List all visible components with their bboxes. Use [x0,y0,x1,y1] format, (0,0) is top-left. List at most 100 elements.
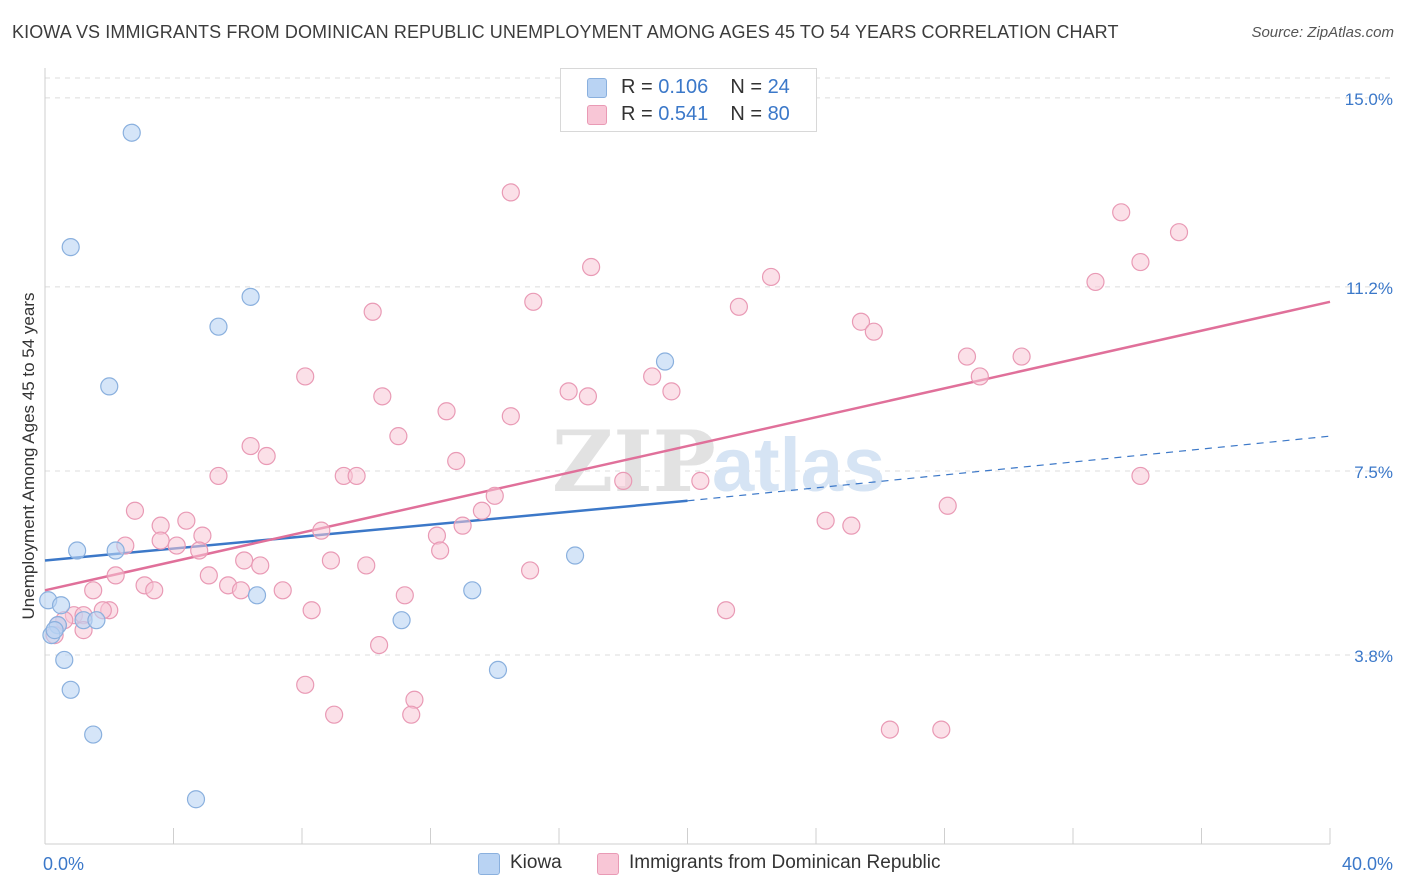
dominican-point [880,720,899,739]
dominican-point [427,526,447,545]
dominican-point [520,561,540,580]
dominican-point [938,496,957,515]
legend-n-label: N = [730,103,768,125]
kiowa-point [68,541,87,560]
dominican-point [559,382,578,401]
kiowa-point [61,680,80,699]
dominican-point [251,556,270,575]
dominican-point [614,471,633,490]
dominican-point [851,312,871,331]
kiowa-point [565,546,585,565]
kiowa-point [51,596,71,615]
kiowa-point [45,621,64,640]
kiowa-point [122,123,141,142]
dominican-point [402,705,421,724]
dominican-point [257,446,276,466]
correlation-legend: R = 0.106 N = 24 R = 0.541 N = 80 [560,68,817,132]
dominican-point [1131,466,1150,486]
dominican-point [347,466,366,486]
legend-swatch-dominican [587,105,607,125]
dominican-point [761,267,781,287]
dominican-point [453,516,472,535]
dominican-point [643,367,662,386]
kiowa-point [488,660,508,680]
dominican-point [296,367,315,386]
dominican-point [716,601,736,620]
y-tick-label: 15.0% [1345,90,1393,109]
dominican-point [1131,252,1150,272]
dominican-point [437,402,456,421]
y-tick-label: 11.2% [1346,279,1393,298]
dominican-point [84,581,103,600]
dominican-point [957,347,977,366]
dominican-point [145,581,164,600]
kiowa-point [55,650,74,670]
bottom-legend-label-dominican: Immigrants from Dominican Republic [629,852,941,873]
kiowa-point [186,790,206,809]
dominican-point [321,551,341,570]
dominican-point [389,427,408,446]
dominican-point [241,436,260,456]
kiowa-trend-line-extension [687,435,1331,502]
dominican-point [273,581,292,600]
dominican-point [472,501,491,520]
dominican-point [1112,203,1131,222]
dominican-point [209,466,228,486]
dominican-point [190,541,209,560]
watermark-atlas: atlas [712,423,885,508]
dominican-point [816,511,835,530]
bottom-legend-swatch-kiowa [478,853,500,875]
chart-title: KIOWA VS IMMIGRANTS FROM DOMINICAN REPUB… [12,22,1119,42]
dominican-trend-line [44,300,1331,592]
dominican-point [431,541,450,560]
dominican-point [501,407,520,426]
dominican-point [485,486,504,505]
dominican-point [405,690,424,709]
dominican-point [501,183,520,202]
legend-text-dominican: R = 0.541 N = 80 [621,103,790,126]
kiowa-point [655,352,675,371]
dominican-point [395,586,414,605]
kiowa-point [463,581,482,600]
dominican-point [447,451,466,471]
dominican-point [970,367,989,386]
x-tick-label: 40.0% [1342,854,1393,874]
legend-swatch-kiowa [587,78,607,98]
dominican-point [578,387,598,406]
dominican-point [312,521,331,540]
dominican-point [691,471,710,490]
y-tick-label: 7.5% [1354,463,1393,482]
kiowa-point [247,586,267,605]
dominican-point [1169,223,1189,242]
kiowa-point [392,611,411,630]
dominican-point [167,536,186,555]
dominican-point [125,501,145,520]
trend-lines [44,300,1331,592]
dominican-point [1086,272,1105,292]
dominican-point [842,516,861,535]
kiowa-trend-line [44,499,688,562]
legend-n-label: N = [730,76,768,98]
dominican-point [231,581,251,600]
bottom-legend-label-kiowa: Kiowa [510,852,562,873]
dominican-point [106,566,125,585]
dominican-point [582,257,601,277]
kiowa-point [106,541,125,560]
bottom-legend-swatch-dominican [597,853,619,875]
legend-r-label: R = [621,103,659,125]
watermark-zip: ZIP [552,412,716,511]
legend-r-label: R = [621,76,659,98]
legend-text-kiowa: R = 0.106 N = 24 [621,76,790,99]
dominican-point [357,556,376,575]
dominican-point [932,720,951,739]
dominican-point [662,382,681,401]
axes [44,68,1331,845]
legend-r-value: 0.541 [658,103,709,125]
kiowa-point [61,238,80,257]
dominican-point [729,297,749,316]
dominican-point [235,551,254,570]
dominican-point [151,531,170,550]
x-tick-label: 0.0% [43,854,84,874]
